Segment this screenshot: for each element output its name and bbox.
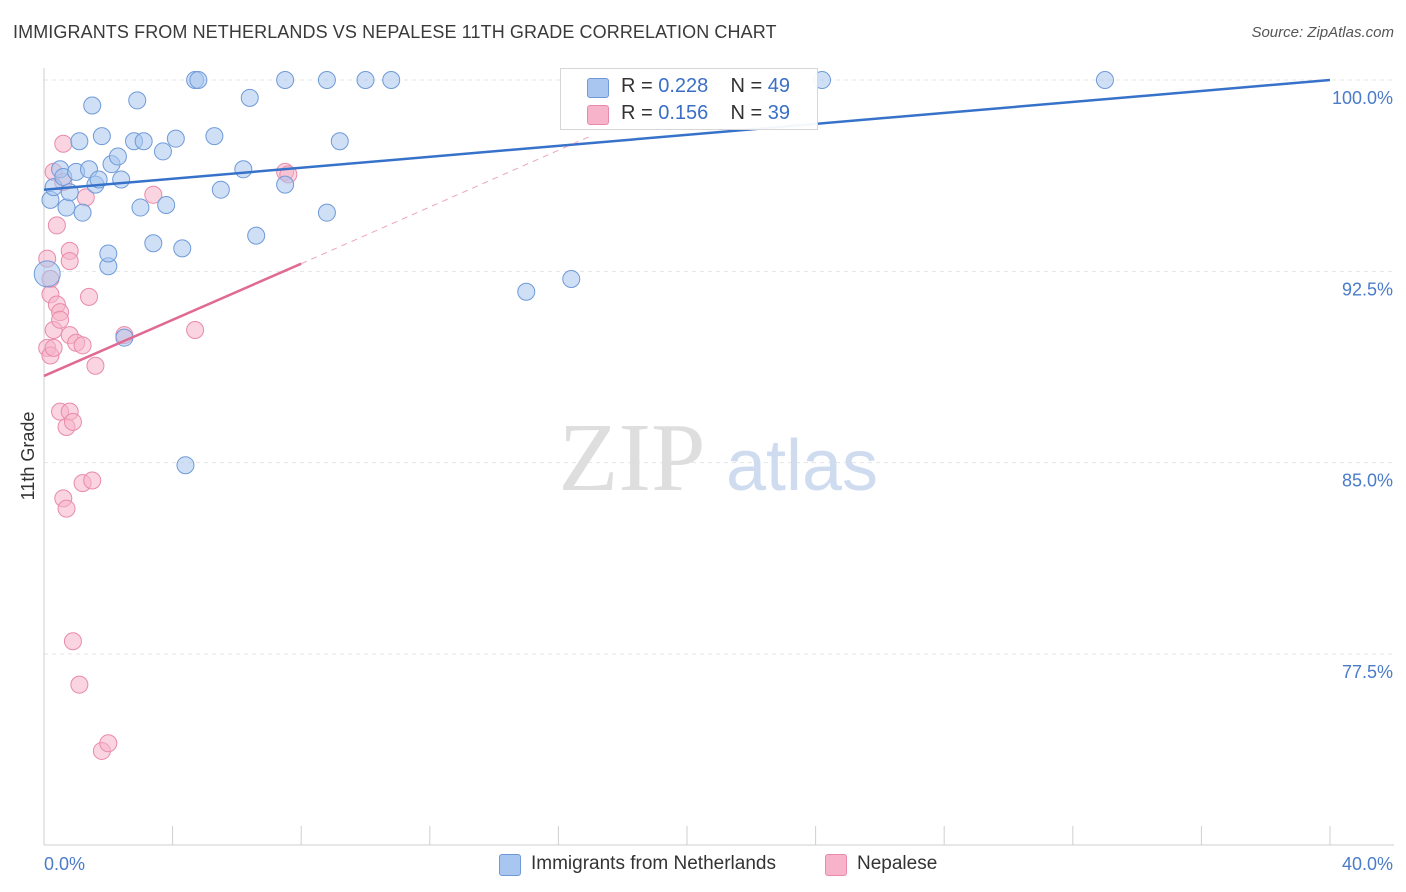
netherlands-point-22: [128, 91, 147, 110]
nepalese-point-20: [60, 252, 79, 271]
bottom-legend-swatch-blue: [499, 854, 521, 876]
x-tick-label-1: 40.0%: [1342, 854, 1393, 874]
netherlands-point-18: [108, 147, 127, 166]
nepalese-point-13: [54, 134, 73, 153]
netherlands-point-48: [1095, 71, 1114, 89]
nepalese-point-36: [186, 321, 205, 340]
y-tick-label-1: 92.5%: [1342, 279, 1393, 299]
nepalese-point-29: [80, 287, 99, 306]
netherlands-point-41: [317, 71, 336, 89]
netherlands-point-42: [330, 132, 349, 151]
r-value-nepalese: 0.156: [658, 102, 709, 124]
chart-title: IMMIGRANTS FROM NETHERLANDS VS NEPALESE …: [13, 22, 777, 42]
netherlands-point-33: [205, 127, 224, 146]
nepalese-point-31: [86, 356, 105, 375]
netherlands-point-45: [517, 282, 536, 301]
y-tick-label-0: 100.0%: [1332, 88, 1393, 108]
watermark: ZIP atlas: [559, 404, 879, 512]
netherlands-point-34: [211, 180, 230, 199]
nepalese-point-11: [51, 310, 70, 329]
y-axis-label: 11th Grade: [18, 412, 38, 501]
netherlands-point-27: [157, 196, 176, 215]
nepalese-point-17: [57, 499, 76, 518]
nepalese-point-22: [63, 412, 82, 431]
x-tick-labels: 0.0% 40.0%: [44, 854, 1393, 874]
netherlands-point-24: [134, 132, 153, 151]
n-value-nepalese: 39: [767, 102, 791, 124]
stats-legend: R = 0.228 N = 49 R = 0.156 N = 39: [560, 68, 818, 130]
axes: [43, 68, 1394, 846]
netherlands-point-38: [276, 175, 295, 194]
netherlands-point-46: [562, 269, 581, 288]
netherlands-point-35: [234, 160, 253, 179]
trend-lines: [43, 78, 1331, 378]
nepalese-point-35: [144, 185, 163, 204]
watermark-atlas: atlas: [726, 426, 878, 506]
nepalese-point-8: [47, 216, 66, 235]
netherlands-point-32: [189, 71, 208, 89]
nepalese-trend-extension: [300, 135, 591, 265]
netherlands-point-8: [70, 132, 89, 151]
netherlands-point-14: [92, 127, 111, 146]
netherlands-point-11: [83, 96, 102, 115]
nepalese-point-7: [44, 338, 63, 357]
r-value-netherlands: 0.228: [658, 75, 709, 97]
netherlands-point-25: [144, 234, 163, 253]
netherlands-point-44: [382, 71, 401, 89]
netherlands-point-43: [356, 71, 375, 89]
nepalese-point-30: [83, 471, 102, 490]
netherlands-point-9: [73, 203, 92, 222]
chart-source: Source: ZipAtlas.com: [1251, 24, 1394, 41]
netherlands-point-0: [33, 260, 61, 288]
nepalese-point-26: [73, 336, 92, 355]
netherlands-point-39: [276, 71, 295, 89]
y-tick-label-2: 85.0%: [1342, 471, 1393, 491]
n-value-netherlands: 49: [767, 75, 791, 97]
legend-swatch-pink: [587, 105, 609, 125]
netherlands-point-40: [317, 203, 336, 222]
netherlands-point-26: [153, 142, 172, 161]
y-tick-labels: 100.0% 92.5% 85.0% 77.5%: [1332, 88, 1393, 682]
netherlands-point-23: [131, 198, 150, 217]
netherlands-point-16: [99, 244, 118, 263]
bottom-legend-swatch-pink: [825, 854, 847, 876]
netherlands-point-36: [240, 88, 259, 107]
netherlands-point-29: [173, 239, 192, 258]
nepalese-point-25: [70, 675, 89, 694]
netherlands-point-19: [112, 170, 131, 189]
watermark-zip: ZIP: [559, 404, 706, 512]
nepalese-trend-line: [43, 262, 302, 378]
netherlands-point-37: [247, 226, 266, 245]
y-tick-label-3: 77.5%: [1342, 662, 1393, 682]
legend-swatch-blue: [587, 78, 609, 98]
x-tick-label-0: 0.0%: [44, 854, 85, 874]
netherlands-point-30: [176, 456, 195, 475]
netherlands-point-28: [166, 129, 185, 148]
netherlands-point-5: [57, 198, 76, 217]
nepalese-point-23: [63, 632, 82, 651]
netherlands-trend-line: [43, 78, 1331, 191]
nepalese-point-33: [99, 734, 118, 753]
